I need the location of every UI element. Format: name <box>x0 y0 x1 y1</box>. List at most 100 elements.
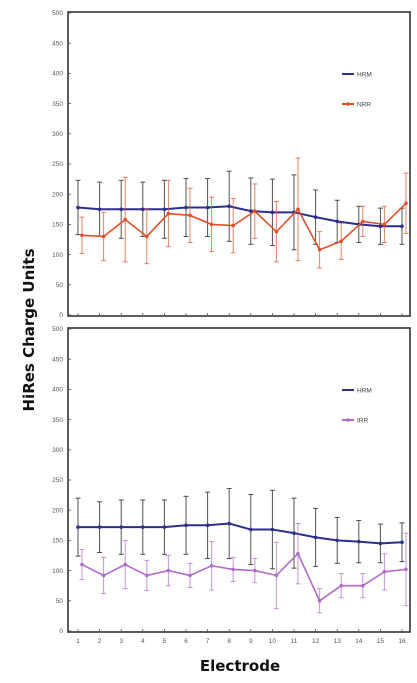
data-point <box>162 207 167 212</box>
y-tick-label: 200 <box>52 507 63 514</box>
y-tick-label: 400 <box>52 71 63 78</box>
data-point <box>361 583 365 588</box>
y-tick-label: 300 <box>52 447 63 454</box>
data-point <box>97 207 102 212</box>
legend-label: HRM <box>357 71 372 78</box>
data-point <box>382 570 387 574</box>
series-hrm <box>75 170 405 251</box>
data-point <box>339 583 344 588</box>
series-line <box>81 202 407 251</box>
series-line <box>77 205 402 228</box>
x-tick-label: 15 <box>377 638 385 645</box>
series-nrr <box>79 157 409 269</box>
legend-label: HRM <box>357 387 372 394</box>
data-point <box>76 525 80 529</box>
y-tick-label: 50 <box>56 598 64 605</box>
y-tick-label: 500 <box>52 10 63 17</box>
data-point <box>317 247 322 252</box>
data-point <box>166 211 171 216</box>
x-tick-label: 16 <box>398 638 406 645</box>
series-hrm <box>75 487 405 570</box>
data-point <box>141 207 145 212</box>
data-point <box>188 213 192 218</box>
data-point <box>209 563 214 568</box>
y-tick-label: 250 <box>52 161 63 168</box>
x-tick-label: 14 <box>355 638 363 645</box>
plot-frame <box>67 11 411 317</box>
x-tick-label: 11 <box>291 638 298 645</box>
legend-marker <box>346 102 350 106</box>
x-tick-label: 13 <box>334 638 342 645</box>
data-point <box>382 222 387 227</box>
data-point <box>296 551 300 556</box>
data-point <box>166 568 171 573</box>
data-point <box>404 201 408 206</box>
y-tick-label: 0 <box>59 628 63 635</box>
data-point <box>270 527 275 532</box>
data-point <box>97 525 102 529</box>
data-point <box>80 562 84 567</box>
data-point <box>400 224 404 229</box>
data-point <box>404 567 408 572</box>
data-point <box>141 525 145 529</box>
y-tick-label: 100 <box>52 568 63 575</box>
data-point <box>188 573 192 578</box>
data-point <box>253 568 257 573</box>
data-point <box>339 239 344 244</box>
y-tick-label: 450 <box>52 356 63 363</box>
data-point <box>378 224 383 229</box>
x-axis-title: Electrode <box>200 657 280 675</box>
data-point <box>249 209 253 213</box>
x-tick-label: 8 <box>227 638 231 645</box>
data-point <box>209 222 214 227</box>
data-point <box>313 215 318 219</box>
y-tick-label: 500 <box>52 326 63 333</box>
data-point <box>123 217 127 222</box>
data-point <box>162 525 167 529</box>
y-tick-label: 150 <box>52 538 63 545</box>
data-point <box>400 540 404 545</box>
y-tick-label: 250 <box>52 477 63 484</box>
y-tick-label: 50 <box>56 282 64 289</box>
x-tick-label: 1 <box>76 638 80 645</box>
data-point <box>227 204 231 209</box>
legend-label: NRR <box>357 101 371 108</box>
legend-marker <box>346 418 350 422</box>
data-point <box>184 205 188 210</box>
x-tick-label: 3 <box>119 638 123 645</box>
data-point <box>357 539 361 544</box>
data-point <box>274 573 279 578</box>
x-tick-label: 12 <box>312 638 320 645</box>
x-tick-label: 2 <box>98 638 102 645</box>
x-tick-label: 4 <box>141 638 145 645</box>
y-tick-label: 200 <box>52 191 63 198</box>
data-point <box>335 219 340 224</box>
data-point <box>231 567 235 572</box>
data-point <box>270 210 275 215</box>
y-tick-label: 400 <box>52 387 63 394</box>
x-tick-label: 6 <box>184 638 188 645</box>
top-panel: 0 50 100 150 200 250 300 350 400 450 500 HRM NRR <box>52 10 411 319</box>
y-tick-label: 150 <box>52 222 63 229</box>
data-point <box>231 223 235 228</box>
data-point <box>119 525 123 529</box>
y-tick-label: 100 <box>52 252 63 259</box>
data-point <box>76 205 80 210</box>
legend-label: IRR <box>357 417 369 424</box>
data-point <box>80 233 84 238</box>
data-point <box>119 207 123 212</box>
data-point <box>184 523 188 528</box>
data-point <box>296 207 300 212</box>
data-point <box>145 573 149 578</box>
data-point <box>123 562 127 567</box>
data-point <box>253 209 257 213</box>
data-point <box>101 234 106 239</box>
data-point <box>313 535 318 540</box>
x-tick-label: 5 <box>163 638 167 645</box>
data-point <box>101 573 106 578</box>
x-tick-label: 9 <box>249 638 253 645</box>
data-point <box>335 538 340 543</box>
y-axis-title: HiRes Charge Units <box>20 248 38 411</box>
